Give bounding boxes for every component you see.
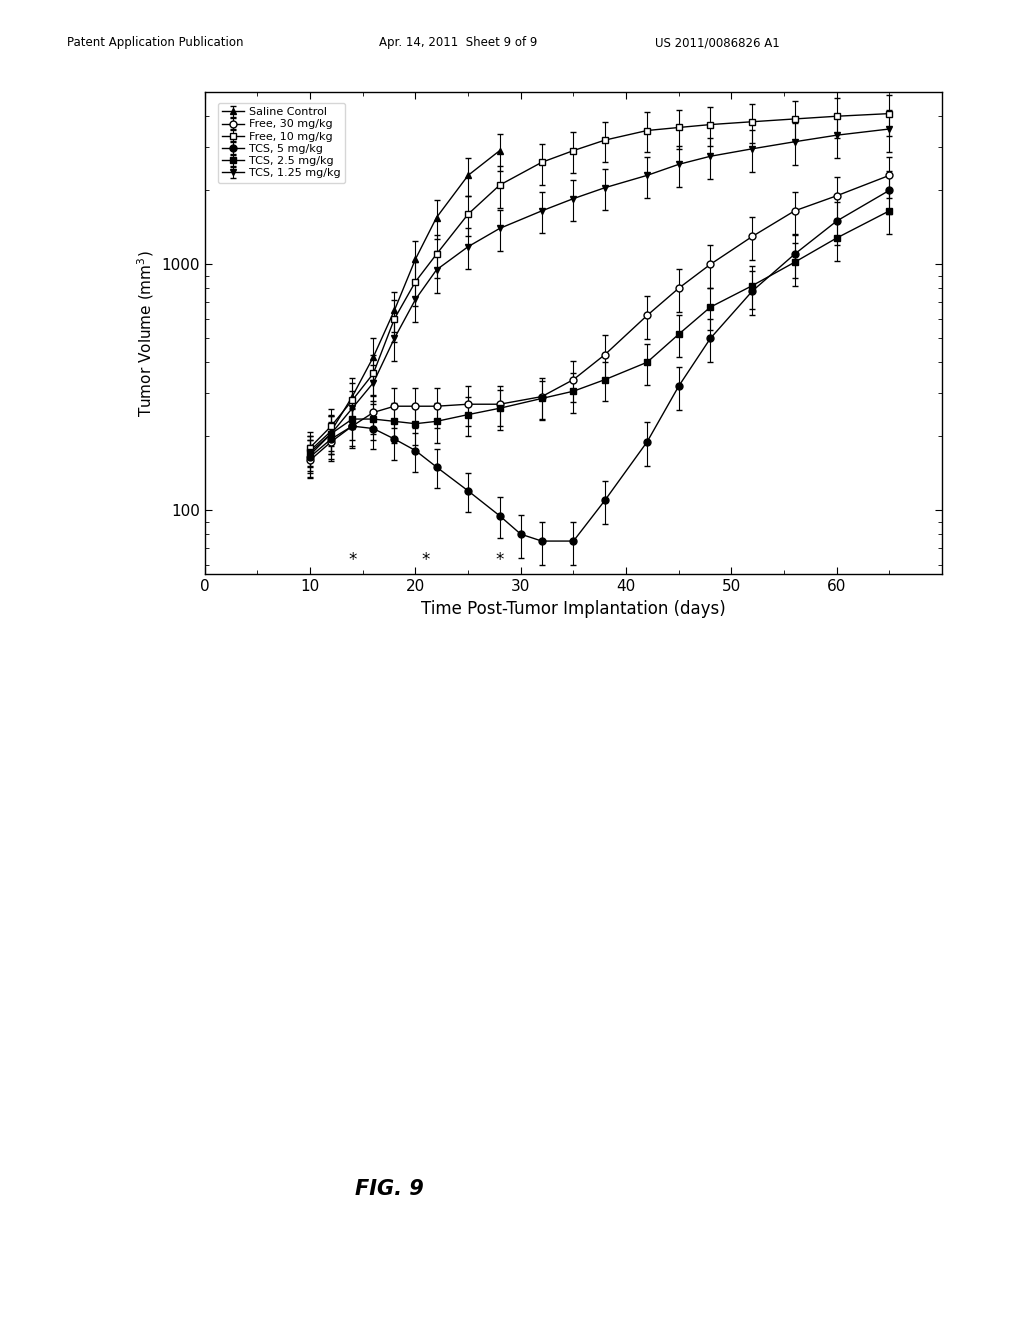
Text: Patent Application Publication: Patent Application Publication [67,36,243,49]
Text: US 2011/0086826 A1: US 2011/0086826 A1 [655,36,780,49]
Legend: Saline Control, Free, 30 mg/kg, Free, 10 mg/kg, TCS, 5 mg/kg, TCS, 2.5 mg/kg, TC: Saline Control, Free, 30 mg/kg, Free, 10… [218,103,345,182]
X-axis label: Time Post-Tumor Implantation (days): Time Post-Tumor Implantation (days) [421,599,726,618]
Text: FIG. 9: FIG. 9 [354,1179,424,1199]
Text: *: * [348,550,356,569]
Text: *: * [422,550,430,569]
Y-axis label: Tumor Volume (mm$^{3}$): Tumor Volume (mm$^{3}$) [135,249,156,417]
Text: *: * [496,550,504,569]
Text: Apr. 14, 2011  Sheet 9 of 9: Apr. 14, 2011 Sheet 9 of 9 [379,36,538,49]
